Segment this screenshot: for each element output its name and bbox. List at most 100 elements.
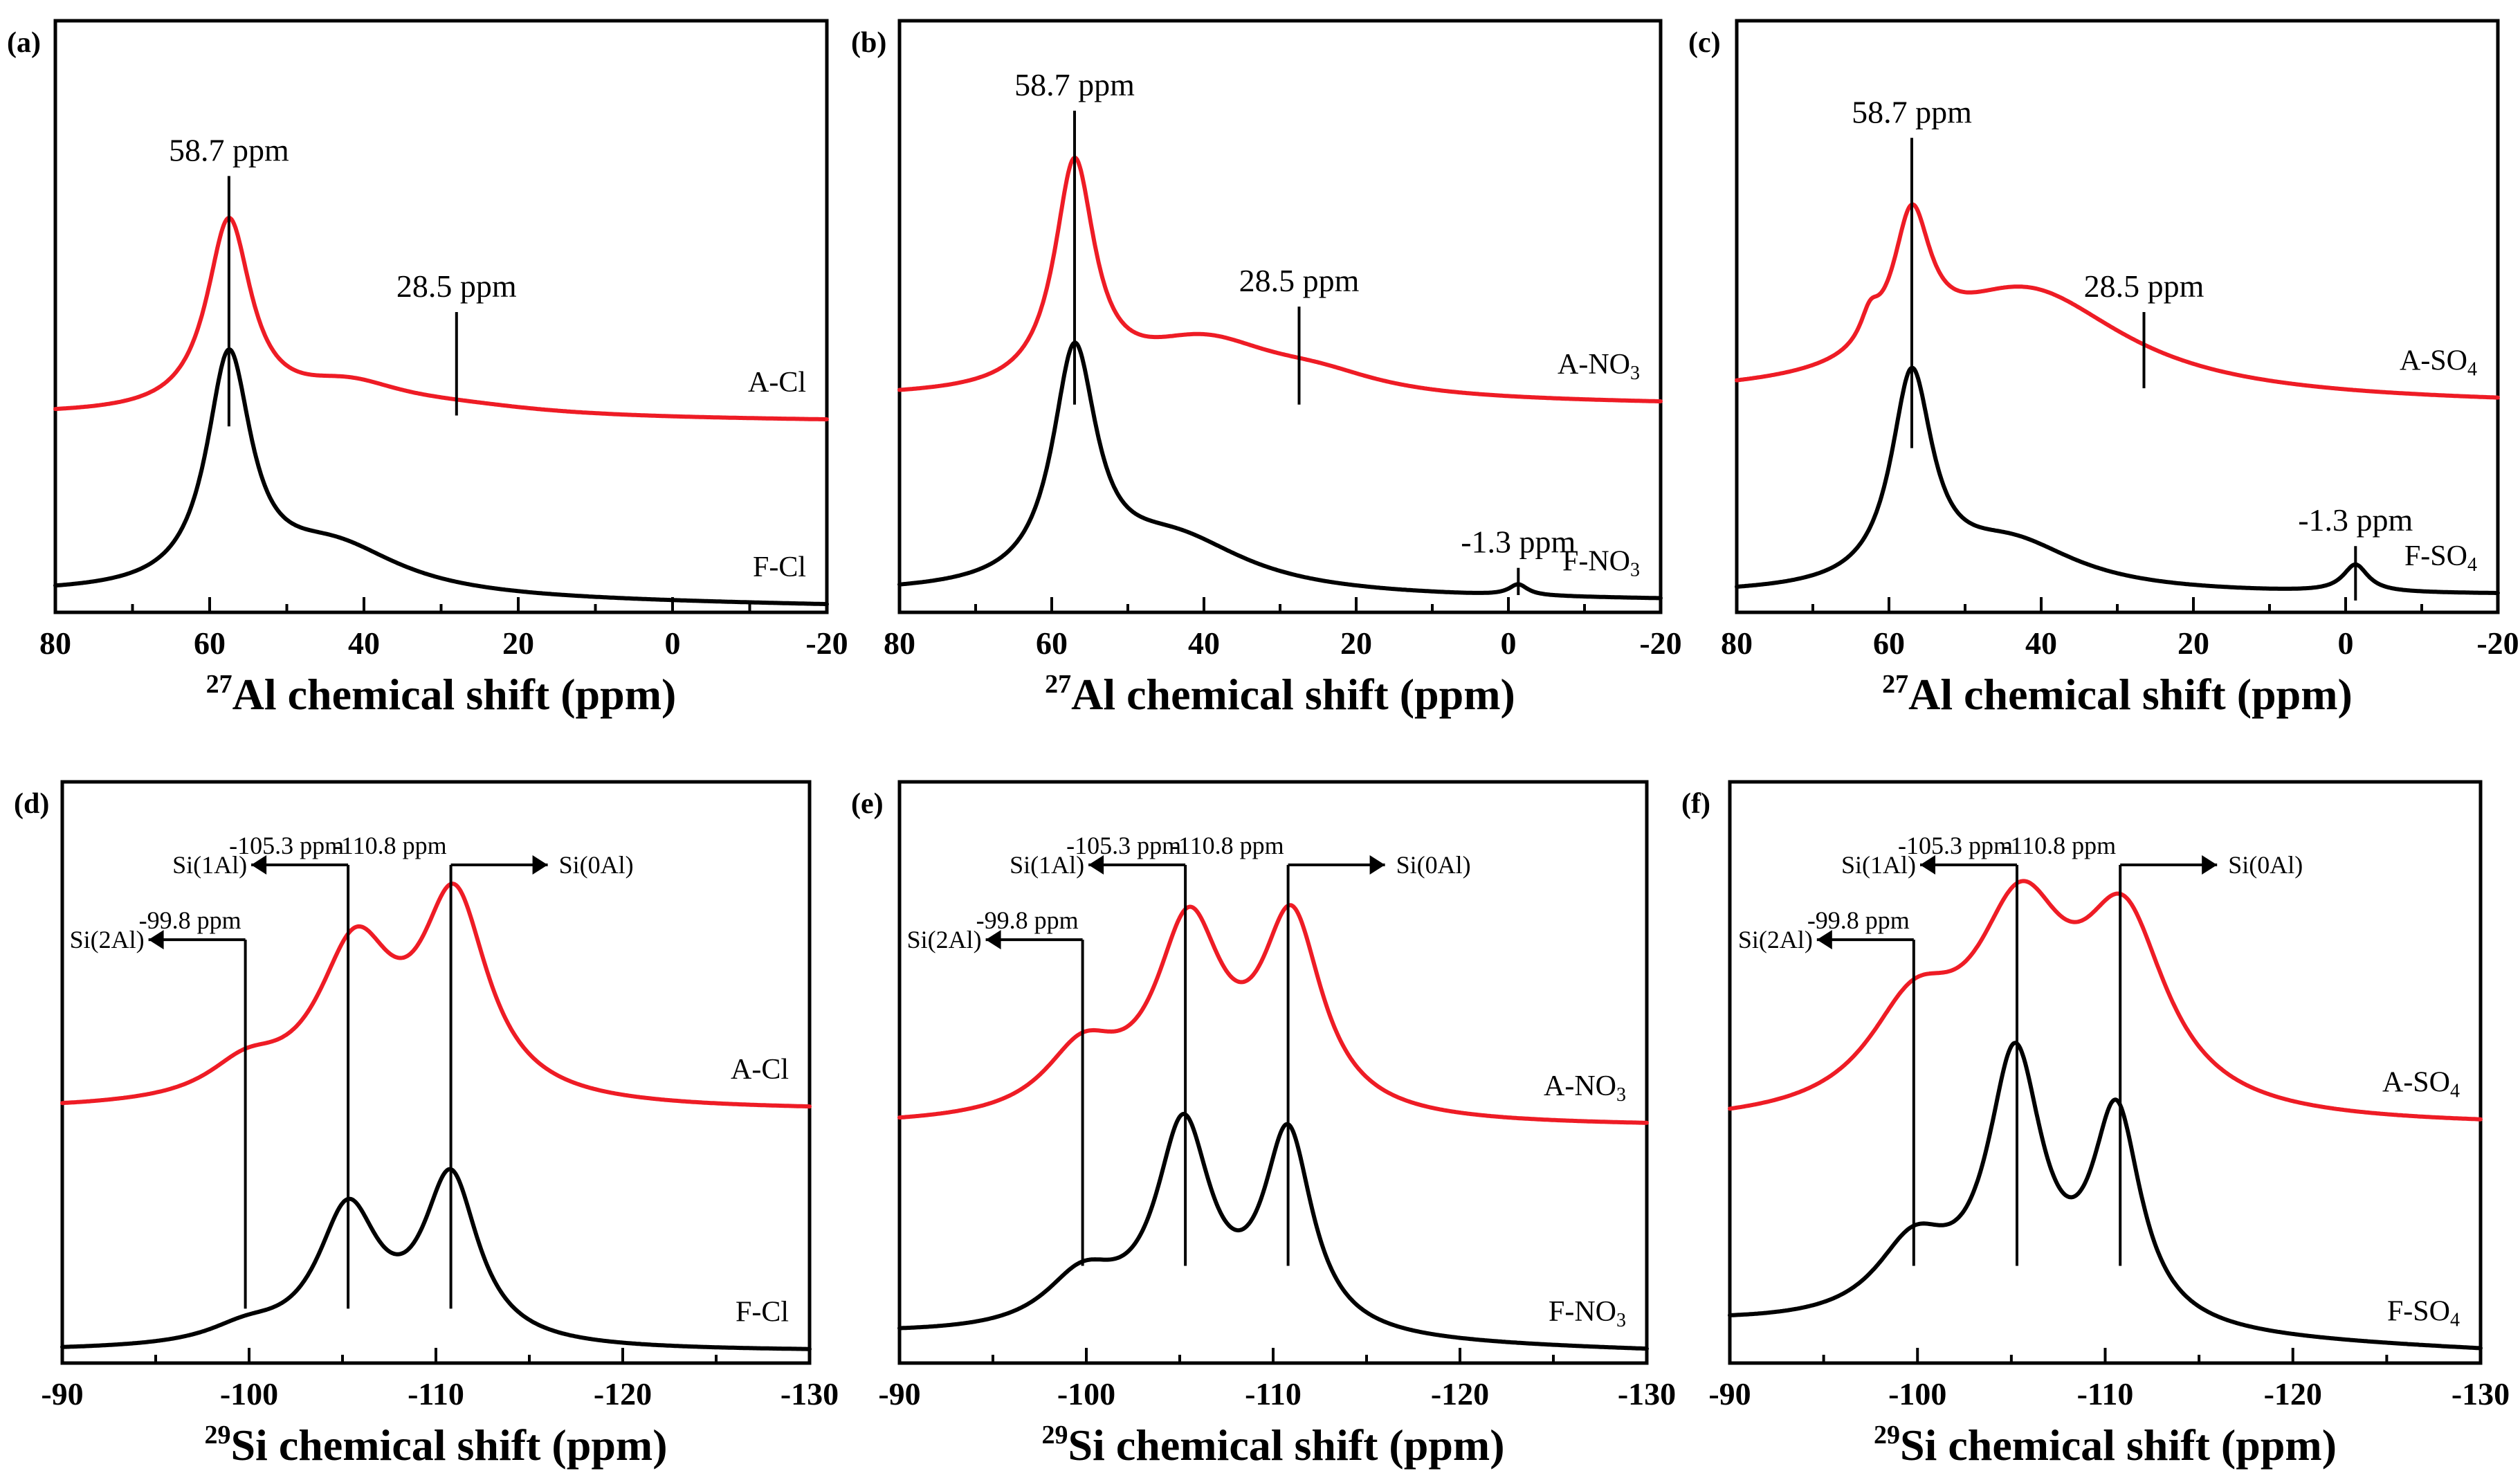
series-label: F-Cl (736, 1297, 789, 1328)
panel-label: (c) (1688, 27, 1721, 59)
arrow-head (1088, 855, 1104, 875)
peak-annotation: -105.3 ppm (1898, 832, 2013, 859)
x-axis-title: 29Si chemical shift (ppm) (1041, 1420, 1504, 1470)
peak-annotation: 28.5 ppm (2084, 268, 2204, 304)
x-tick-label: -100 (1888, 1376, 1946, 1412)
peak-annotation: -110.8 ppm (333, 832, 447, 859)
peak-annotation: 28.5 ppm (1239, 263, 1360, 298)
x-tick-label: -130 (1618, 1376, 1676, 1412)
x-tick-label: -20 (805, 625, 848, 661)
plot-frame (53, 19, 829, 614)
x-tick-label: 60 (1873, 625, 1905, 661)
x-tick-label: -130 (2451, 1376, 2510, 1412)
x-tick-label: 80 (884, 625, 915, 661)
x-tick-label: -20 (1639, 625, 1681, 661)
x-tick-label: 20 (2177, 625, 2209, 661)
series-label: A-NO3 (1544, 1070, 1626, 1106)
x-tick-label: -90 (1708, 1376, 1751, 1412)
x-tick-label: 20 (1340, 625, 1372, 661)
peak-annotation: -110.8 ppm (2002, 832, 2117, 859)
x-tick-label: 60 (1036, 625, 1068, 661)
arrow-head (2202, 855, 2218, 875)
peak-annotation: -99.8 ppm (1807, 906, 1910, 934)
x-tick-label: 80 (39, 625, 71, 661)
spectrum-line-A-NO3 (897, 903, 1649, 1125)
spectrum-line-F-Cl (60, 1167, 812, 1351)
panel-b: (b) 80 60 40 20 0 -20 27Al chemical shift (ppm)… (851, 19, 1682, 719)
arrow-head (1816, 930, 1832, 950)
x-tick-label: 0 (1501, 625, 1517, 661)
x-tick-label: 40 (2025, 625, 2057, 661)
panel-c: (c) 80 60 40 20 0 -20 27Al chemical shift (ppm)… (1688, 19, 2519, 719)
series-label: A-NO3 (1558, 349, 1640, 384)
peak-annotation: -1.3 ppm (1461, 524, 1576, 560)
peak-annotation: -99.8 ppm (976, 906, 1079, 934)
spectrum-line-F-NO3 (897, 1111, 1649, 1351)
series-label: A-SO4 (2382, 1067, 2460, 1102)
x-axis-title: 27Al chemical shift (ppm) (206, 670, 677, 719)
peak-annotation: 28.5 ppm (396, 268, 517, 304)
peak-annotation: -105.3 ppm (1066, 832, 1181, 859)
species-label: Si(1Al) (1010, 851, 1084, 879)
x-tick-label: 40 (1188, 625, 1220, 661)
panel-d: (d) -90 -100 -110 -120 -130 29Si chemical shif… (14, 780, 839, 1470)
x-tick-label: 60 (194, 625, 226, 661)
species-label: Si(0Al) (559, 851, 634, 879)
peak-annotation: -99.8 ppm (139, 906, 241, 934)
x-axis-title: 27Al chemical shift (ppm) (1882, 670, 2353, 719)
panel-label: (f) (1681, 788, 1710, 820)
x-tick-label: 0 (665, 625, 681, 661)
spectrum-line-A-SO4 (1728, 879, 2483, 1122)
series-label: F-NO3 (1549, 1296, 1626, 1331)
series-label: F-SO4 (2387, 1295, 2460, 1331)
arrow-head (985, 930, 1001, 950)
species-label: Si(2Al) (70, 926, 145, 953)
spectrum-line-A-SO4 (1735, 202, 2500, 400)
series-label: A-Cl (748, 367, 806, 399)
arrow-head (1920, 855, 1936, 875)
peak-annotation: -110.8 ppm (1170, 832, 1284, 859)
x-tick-label: -110 (1245, 1376, 1302, 1412)
species-label: Si(1Al) (172, 851, 247, 879)
arrow-head (148, 930, 164, 950)
x-tick-label: -110 (408, 1376, 464, 1412)
panel-label: (d) (14, 788, 49, 820)
spectrum-line-F-SO4 (1735, 365, 2500, 595)
panel-label: (e) (851, 788, 884, 820)
x-axis-title: 29Si chemical shift (ppm) (1874, 1420, 2337, 1470)
x-axis-title: 29Si chemical shift (ppm) (204, 1420, 667, 1470)
x-tick-label: -100 (1057, 1376, 1115, 1412)
panel-a: (a) 80 60 40 20 0 -20 27Al chemical shift (ppm)… (7, 19, 848, 719)
x-axis-title: 27Al chemical shift (ppm) (1045, 670, 1515, 719)
spectrum-line-A-NO3 (897, 155, 1663, 403)
peak-annotation: -105.3 ppm (229, 832, 344, 859)
peak-annotation: 58.7 ppm (1014, 67, 1135, 102)
series-label: F-SO4 (2404, 540, 2477, 576)
panel-e: (e) -90 -100 -110 -120 -130 29Si chemical shif… (851, 780, 1676, 1470)
panel-f: (f) -90 -100 -110 -120 -130 29Si chemical shif… (1681, 780, 2510, 1470)
spectrum-line-A-Cl (60, 881, 812, 1109)
x-tick-label: -90 (41, 1376, 83, 1412)
x-tick-label: -120 (1431, 1376, 1489, 1412)
x-tick-label: -120 (594, 1376, 652, 1412)
species-label: Si(1Al) (1841, 851, 1916, 879)
x-tick-label: 40 (348, 625, 380, 661)
series-label: F-Cl (753, 551, 806, 583)
spectrum-line-F-Cl (53, 347, 829, 607)
spectrum-line-F-NO3 (897, 340, 1663, 601)
x-tick-label: 0 (2338, 625, 2354, 661)
x-tick-label: -20 (2476, 625, 2519, 661)
panel-label: (b) (851, 27, 886, 59)
arrow-head (1369, 855, 1385, 875)
x-tick-label: -130 (780, 1376, 839, 1412)
x-tick-label: -100 (220, 1376, 278, 1412)
species-label: Si(2Al) (907, 926, 982, 953)
peak-annotation: 58.7 ppm (1852, 94, 1972, 129)
x-tick-label: 80 (1721, 625, 1753, 661)
panel-label: (a) (7, 27, 41, 59)
series-label: A-SO4 (2400, 345, 2477, 381)
species-label: Si(0Al) (2228, 851, 2303, 879)
arrow-head (251, 855, 267, 875)
species-label: Si(2Al) (1738, 926, 1813, 953)
